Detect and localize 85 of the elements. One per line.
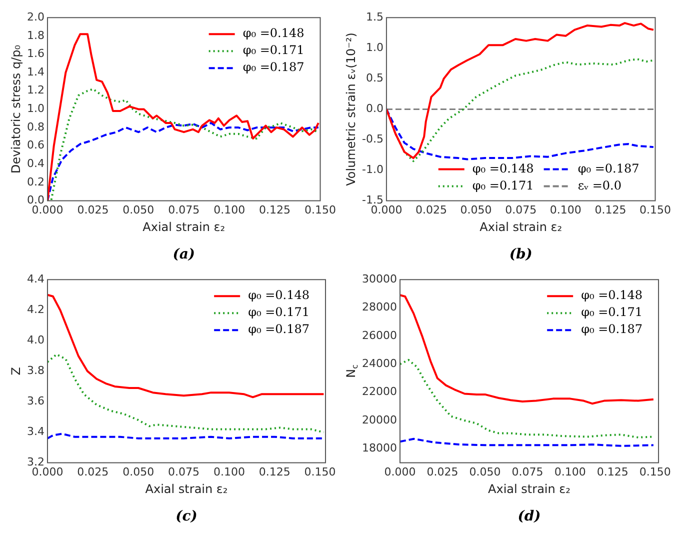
text: (c) bbox=[176, 508, 198, 524]
y-axis-title: Deviatoric stress q/p₀ bbox=[9, 44, 24, 174]
x-tick-label: 0.050 bbox=[469, 465, 501, 478]
x-tick-label: 0.150 bbox=[304, 203, 336, 216]
x-tick-label: 0.075 bbox=[168, 203, 200, 216]
legend-label: φ₀ =0.148 bbox=[248, 288, 310, 302]
x-tick-label: 0.025 bbox=[77, 465, 109, 478]
text: (a) bbox=[172, 246, 196, 262]
y-tick-label: 1.5 bbox=[366, 10, 384, 24]
x-tick-label: 0.025 bbox=[77, 203, 109, 216]
x-tick-label: 0.150 bbox=[640, 203, 672, 216]
x-tick-label: 0.050 bbox=[460, 203, 492, 216]
line-series bbox=[47, 88, 320, 201]
legend-label: φ₀ =0.187 bbox=[578, 161, 640, 176]
y-axis-title: Z bbox=[9, 367, 24, 376]
legend-label: εᵥ =0.0 bbox=[578, 178, 622, 192]
y-tick-label: 3.6 bbox=[26, 394, 44, 408]
y-tick-label: 2.0 bbox=[26, 10, 44, 24]
legend-label: φ₀ =0.148 bbox=[472, 161, 534, 176]
x-tick-label: 0.075 bbox=[168, 465, 200, 478]
legend-label: φ₀ =0.171 bbox=[581, 305, 643, 320]
legend-label: φ₀ =0.187 bbox=[581, 322, 643, 336]
x-tick-label: 0.075 bbox=[512, 465, 544, 478]
line-series bbox=[386, 108, 654, 160]
y-tick-label: 4.4 bbox=[26, 272, 44, 286]
legend-label: φ₀ =0.171 bbox=[242, 43, 304, 58]
y-tick-label: 0.6 bbox=[26, 138, 44, 152]
y-tick-label: 26000 bbox=[362, 328, 397, 342]
line-series bbox=[400, 358, 654, 438]
line-series bbox=[47, 122, 320, 201]
y-tick-label: 20000 bbox=[362, 413, 397, 426]
x-tick-label: 0.025 bbox=[416, 203, 448, 216]
x-tick-label: 0.125 bbox=[594, 203, 626, 216]
x-tick-label: 0.125 bbox=[258, 465, 290, 478]
x-tick-label: 0.100 bbox=[554, 465, 586, 478]
line-series bbox=[400, 438, 654, 447]
legend-label: φ₀ =0.148 bbox=[581, 288, 643, 302]
y-tick-label: 1.0 bbox=[26, 102, 44, 116]
x-tick-label: 0.100 bbox=[213, 465, 245, 478]
legend-label: φ₀ =0.148 bbox=[242, 26, 304, 40]
x-tick-label: 0.075 bbox=[505, 203, 537, 216]
x-tick-label: 0.125 bbox=[259, 203, 291, 216]
x-tick-label: 0.050 bbox=[122, 465, 154, 478]
legend-label: φ₀ =0.171 bbox=[472, 178, 534, 192]
x-tick-label: 0.100 bbox=[550, 203, 582, 216]
y-tick-label: 4.0 bbox=[26, 334, 44, 347]
x-axis-title: Axial strain ε₂ bbox=[480, 220, 562, 234]
legend-label: φ₀ =0.187 bbox=[248, 322, 310, 336]
line-series bbox=[47, 353, 325, 434]
y-tick-label: 1.6 bbox=[26, 47, 44, 60]
text: (d) bbox=[518, 508, 541, 524]
x-tick-label: 0.050 bbox=[122, 203, 154, 216]
y-tick-label: 18000 bbox=[362, 442, 397, 455]
y-tick-label: 1.4 bbox=[26, 65, 44, 78]
x-tick-label: 0.150 bbox=[639, 465, 671, 478]
y-tick-label: 0.0 bbox=[366, 102, 384, 116]
y-tick-label: -1.0 bbox=[362, 163, 384, 176]
y-tick-label: 0.8 bbox=[26, 120, 44, 134]
y-tick-label: 28000 bbox=[362, 300, 397, 314]
y-tick-label: 1.0 bbox=[366, 40, 384, 54]
x-tick-label: 0.150 bbox=[304, 465, 336, 478]
y-tick-label: 0.4 bbox=[26, 157, 44, 170]
legend-label: φ₀ =0.187 bbox=[242, 60, 304, 74]
y-tick-label: 3.4 bbox=[26, 425, 44, 438]
x-tick-label: 0.100 bbox=[214, 203, 246, 216]
y-tick-label: 1.2 bbox=[26, 84, 44, 97]
y-axis-title: Nc bbox=[344, 364, 360, 378]
y-tick-label: 24000 bbox=[362, 357, 397, 370]
y-tick-label: 22000 bbox=[362, 385, 397, 398]
x-axis-title: Axial strain ε₂ bbox=[142, 220, 226, 234]
y-tick-label: 0.5 bbox=[366, 72, 384, 85]
y-tick-label: 4.2 bbox=[26, 302, 44, 316]
x-tick-label: 0.000 bbox=[384, 465, 416, 478]
x-axis-title: Axial strain ε₂ bbox=[488, 482, 571, 496]
x-axis-title: Axial strain ε₂ bbox=[145, 482, 228, 496]
text: (b) bbox=[509, 246, 532, 262]
legend-label: φ₀ =0.171 bbox=[248, 305, 310, 320]
y-tick-label: 3.8 bbox=[26, 364, 44, 378]
y-tick-label: 1.8 bbox=[26, 28, 44, 42]
y-axis-title: Volumetric strain εᵥ(10⁻²) bbox=[344, 32, 358, 186]
y-tick-label: 0.2 bbox=[26, 175, 44, 188]
x-tick-label: 0.125 bbox=[596, 465, 628, 478]
x-tick-label: 0.025 bbox=[426, 465, 458, 478]
y-tick-label: -0.5 bbox=[362, 132, 384, 146]
y-tick-label: 30000 bbox=[362, 272, 397, 286]
